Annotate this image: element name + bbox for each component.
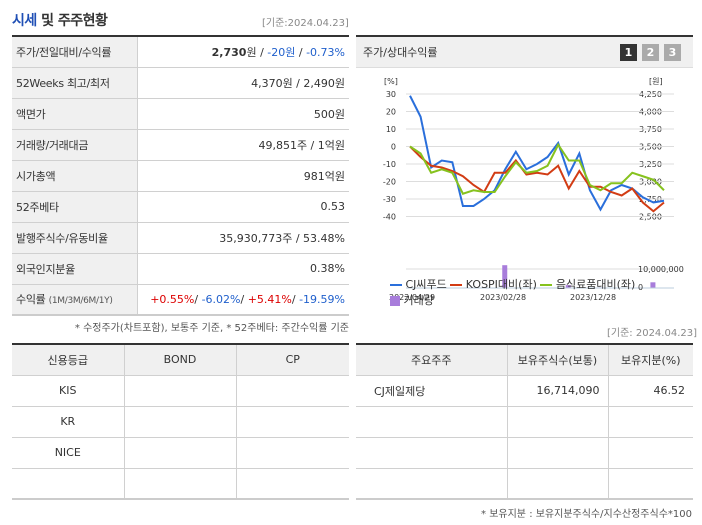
table-row: 거래량/거래대금 49,851주 / 1억원 [12,129,349,161]
svg-text:2023/12/28: 2023/12/28 [570,293,616,302]
table-row: 액면가 500원 [12,98,349,130]
svg-text:2023/02/28: 2023/02/28 [480,293,526,302]
table-row: KIS [12,375,349,407]
table-row: 주가/전일대비/수익률 2,730원 / -20원 / -0.73% [12,36,349,68]
svg-text:-10: -10 [383,160,396,169]
base-date: [기준:2024.04.23] [262,18,349,29]
svg-text:10: 10 [386,125,396,134]
chart-panel: 주가/상대수익률 1 2 3 [%] [원] 30 4,250 20 4,000 10 3… [356,35,693,313]
svg-text:0: 0 [391,143,396,152]
table-row: 발행주식수/유동비율 35,930,773주 / 53.48% [12,222,349,254]
svg-text:-20: -20 [383,178,396,187]
footnote: * 수정주가(차트포함), 보통주 기준, * 52주베타: 주간수익률 기준 [74,323,349,334]
svg-text:-40: -40 [383,213,396,222]
svg-text:[%]: [%] [384,77,398,86]
svg-text:-30: -30 [383,195,396,204]
legend-item: 거래량 [390,294,434,307]
table-row: 시가총액 981억원 [12,160,349,192]
price-info-table: 주가/전일대비/수익률 2,730원 / -20원 / -0.73% 52Week… [12,35,349,316]
chart-page-2-button[interactable]: 2 [642,43,659,61]
legend-item: 음식료품대비(좌) [540,278,635,291]
chart-page-3-button[interactable]: 3 [664,43,681,61]
table-row [356,437,693,469]
svg-text:[원]: [원] [649,77,663,86]
holders-base-date: [기준: 2024.04.23] [607,328,698,339]
table-row: KR [12,406,349,438]
table-row: NICE [12,437,349,469]
svg-text:2022/04/29: 2022/04/29 [389,293,435,302]
table-row: 외국인지분율 0.38% [12,253,349,285]
svg-text:30: 30 [386,90,396,99]
table-row: 52주베타 0.53 [12,191,349,223]
chart-legend: CJ씨푸드 KOSPI대비(좌) 음식료품대비(좌) 거래량 [390,277,635,309]
svg-text:0: 0 [638,283,643,292]
chart-pager: 1 2 3 [620,43,693,61]
credit-rating-table: 신용등급 BOND CP KIS KR NICE [12,343,349,500]
table-row: CJ제일제당 16,714,090 46.52 [356,375,693,407]
table-row [356,468,693,500]
major-holders-table: 주요주주 보유주식수(보통) 보유지분(%) CJ제일제당 16,714,090 46.… [356,343,693,500]
svg-text:20: 20 [386,108,396,117]
holders-footnote: * 보유지분 : 보유지분주식수/지수산정주식수*100 [481,509,692,520]
chart-title: 주가/상대수익률 [363,46,438,59]
table-row [12,468,349,500]
chart-page-1-button[interactable]: 1 [620,43,637,61]
table-row: 수익률 (1M/3M/6M/1Y) +0.55%/ -6.02%/ +5.41%/… [12,284,349,316]
legend-item: KOSPI대비(좌) [450,278,537,291]
page-title: 시세 및 주주현황 [12,13,108,29]
table-row: 52Weeks 최고/최저 4,370원 / 2,490원 [12,67,349,99]
legend-item: CJ씨푸드 [390,278,447,291]
svg-text:10,000,000: 10,000,000 [638,265,684,274]
table-row [356,406,693,438]
